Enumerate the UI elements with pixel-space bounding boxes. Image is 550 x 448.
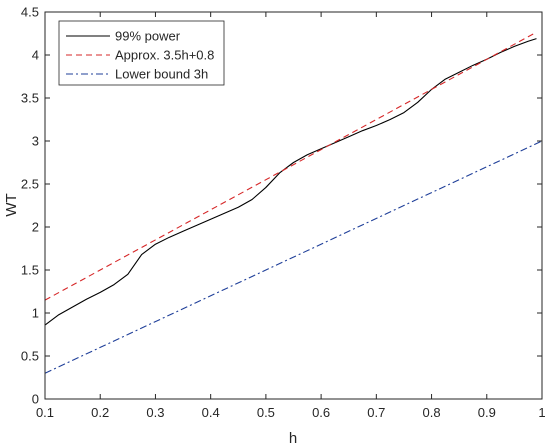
y-tick-label: 3 xyxy=(32,134,39,149)
y-axis-label: WT xyxy=(3,193,20,216)
x-tick-label: 0.8 xyxy=(423,405,441,420)
series-layer xyxy=(44,31,543,374)
legend-entry-label: 99% power xyxy=(115,29,181,44)
legend-entry-label: Lower bound 3h xyxy=(115,67,208,82)
y-tick-label: 4.5 xyxy=(21,5,39,20)
series-line-lower-bound-3h xyxy=(44,140,543,374)
legend: 99% power Approx. 3.5h+0.8 Lower bound 3h xyxy=(58,20,225,86)
series-line-99-power xyxy=(44,38,537,326)
x-tick-label: 0.6 xyxy=(312,405,330,420)
y-tick-label: 1.5 xyxy=(21,263,39,278)
plot-frame xyxy=(44,11,543,400)
x-tick-label: 0.1 xyxy=(36,405,54,420)
x-tick-label: 0.2 xyxy=(91,405,109,420)
y-tick-label: 0 xyxy=(32,392,39,407)
legend-entry-label: Approx. 3.5h+0.8 xyxy=(115,48,214,63)
ticks-layer: 0.1 0.2 0.3 0.4 0.5 0.6 0.7 0.8 0.9 1 0 0.5 1 1.5 2 2.5… xyxy=(21,5,546,421)
x-tick-label: 0.4 xyxy=(202,405,220,420)
x-tick-label: 1 xyxy=(538,405,545,420)
y-tick-label: 1 xyxy=(32,306,39,321)
x-tick-label: 0.3 xyxy=(146,405,164,420)
x-tick-label: 0.7 xyxy=(367,405,385,420)
x-tick-label: 0.5 xyxy=(257,405,275,420)
x-axis-label: h xyxy=(289,430,297,447)
y-tick-label: 2.5 xyxy=(21,177,39,192)
y-tick-label: 3.5 xyxy=(21,91,39,106)
y-tick-label: 0.5 xyxy=(21,349,39,364)
x-tick-label: 0.9 xyxy=(478,405,496,420)
series-line-approx-3-5h-0-8 xyxy=(44,31,537,301)
y-tick-label: 4 xyxy=(32,48,39,63)
y-tick-label: 2 xyxy=(32,220,39,235)
